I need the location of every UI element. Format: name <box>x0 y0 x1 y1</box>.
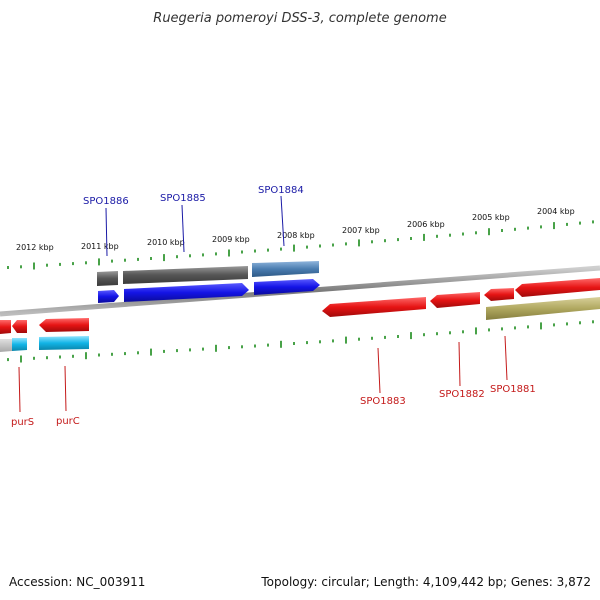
cds-arrow-next[interactable] <box>515 278 600 297</box>
cds-arrow-partial[interactable] <box>0 320 11 334</box>
bottom-label-leaders <box>18 335 508 413</box>
reverse-cds-track <box>0 278 600 334</box>
ruler-label: 2007 kbp <box>342 226 380 235</box>
ruler-label: 2006 kbp <box>407 220 445 229</box>
gene-label-spo1885[interactable]: SPO1885 <box>160 193 206 204</box>
gene-feature-spo1885[interactable] <box>123 266 248 284</box>
accession-text: Accession: NC_003911 <box>9 575 145 589</box>
reverse-gene-track <box>0 297 600 352</box>
ruler-label: 2009 kbp <box>212 235 250 244</box>
forward-cds-track <box>98 279 320 303</box>
gene-label-spo1884[interactable]: SPO1884 <box>258 185 304 196</box>
gene-feature-partial[interactable] <box>0 339 12 352</box>
top-label-leaders <box>105 195 285 257</box>
gene-feature-purc[interactable] <box>39 336 89 350</box>
gene-label-spo1882[interactable]: SPO1882 <box>439 389 485 400</box>
ruler-label: 2004 kbp <box>537 207 575 216</box>
gene-label-spo1886[interactable]: SPO1886 <box>83 196 129 207</box>
gene-label-purc[interactable]: purC <box>56 416 80 427</box>
cds-arrow-spo1886[interactable] <box>98 290 119 303</box>
ruler-label: 2005 kbp <box>472 213 510 222</box>
ruler-label: 2010 kbp <box>147 238 185 247</box>
topology-text: Topology: circular; Length: 4,109,442 bp… <box>260 575 591 589</box>
ruler-labels: 2012 kbp 2011 kbp 2010 kbp 2009 kbp 2008… <box>16 207 575 252</box>
ruler-bottom-ticks <box>7 320 594 363</box>
gene-label-purs[interactable]: purS <box>11 417 34 428</box>
gene-feature-purs[interactable] <box>12 338 27 351</box>
cds-arrow-spo1881[interactable] <box>484 288 514 301</box>
ruler-top-ticks <box>7 220 594 270</box>
ruler-label: 2012 kbp <box>16 243 54 252</box>
gene-feature-spo1886[interactable] <box>97 271 118 286</box>
cds-arrow-purs[interactable] <box>12 320 27 333</box>
gene-label-spo1881[interactable]: SPO1881 <box>490 384 536 395</box>
cds-arrow-purc[interactable] <box>39 318 89 332</box>
gene-label-spo1883[interactable]: SPO1883 <box>360 396 406 407</box>
gene-feature-spo1881[interactable] <box>486 297 600 320</box>
ruler-label: 2011 kbp <box>81 242 119 251</box>
gene-feature-spo1884[interactable] <box>252 261 319 277</box>
cds-arrow-spo1882[interactable] <box>430 292 480 308</box>
ruler-label: 2008 kbp <box>277 231 315 240</box>
cds-arrow-spo1883[interactable] <box>322 297 426 317</box>
forward-gene-track <box>97 261 319 286</box>
map-title: Ruegeria pomeroyi DSS-3, complete genome <box>153 11 446 26</box>
cds-arrow-spo1885[interactable] <box>124 283 249 302</box>
cds-arrow-spo1884[interactable] <box>254 279 320 295</box>
